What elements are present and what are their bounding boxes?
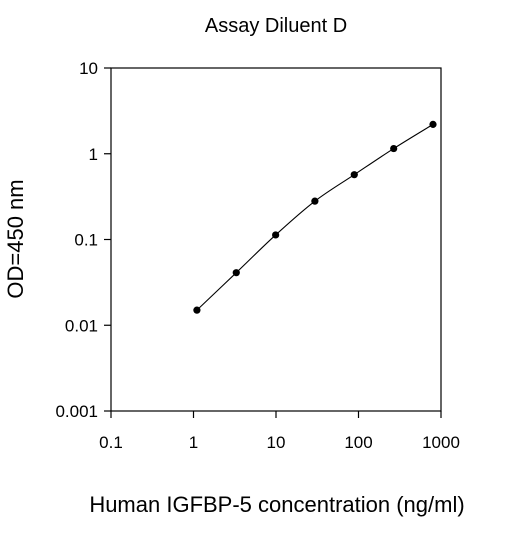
data-point (193, 306, 201, 314)
data-point (429, 120, 437, 128)
chart-title: Assay Diluent D (205, 15, 347, 37)
y-tick-label: 0.01 (65, 316, 98, 335)
y-tick-label: 1 (89, 145, 98, 164)
x-axis: 0.1 1 10 100 1000 (99, 411, 460, 452)
data-point (311, 197, 319, 205)
y-axis-title: OD=450 nm (3, 179, 28, 298)
data-point (272, 231, 280, 239)
x-tick-label: 1 (189, 433, 198, 452)
y-tick-label: 0.001 (55, 402, 98, 421)
data-point (350, 171, 358, 179)
series-line (196, 123, 434, 311)
x-tick-label: 0.1 (99, 433, 123, 452)
x-tick-label: 100 (344, 433, 372, 452)
data-point (390, 144, 398, 153)
y-tick-label: 10 (79, 59, 98, 78)
y-axis: 0.001 0.01 0.1 1 10 (55, 59, 111, 421)
x-axis-title: Human IGFBP-5 concentration (ng/ml) (89, 492, 464, 517)
plot-frame (110, 67, 442, 412)
series-layer (193, 120, 437, 314)
x-tick-label: 1000 (422, 433, 460, 452)
data-point (232, 269, 240, 277)
x-tick-label: 10 (267, 433, 286, 452)
y-tick-label: 0.1 (74, 231, 98, 250)
